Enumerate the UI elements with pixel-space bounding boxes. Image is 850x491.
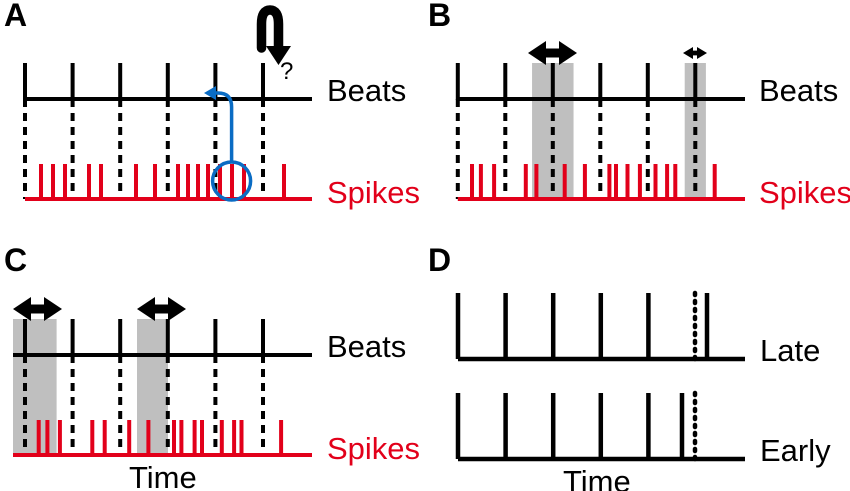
svg-text:Spikes: Spikes [327, 431, 420, 466]
svg-text:Beats: Beats [327, 329, 406, 364]
svg-text:Beats: Beats [327, 73, 406, 108]
svg-text:Late: Late [760, 333, 820, 368]
svg-text:Spikes: Spikes [759, 175, 850, 210]
svg-text:Spikes: Spikes [327, 175, 420, 210]
svg-text:Time: Time [129, 460, 197, 491]
svg-text:Time: Time [563, 464, 631, 491]
svg-text:B: B [428, 0, 451, 33]
svg-text:Early: Early [760, 433, 831, 468]
svg-text:A: A [4, 0, 27, 33]
svg-text:Beats: Beats [759, 73, 838, 108]
svg-text:D: D [428, 242, 451, 278]
svg-text:?: ? [280, 58, 293, 85]
svg-text:C: C [4, 242, 27, 278]
